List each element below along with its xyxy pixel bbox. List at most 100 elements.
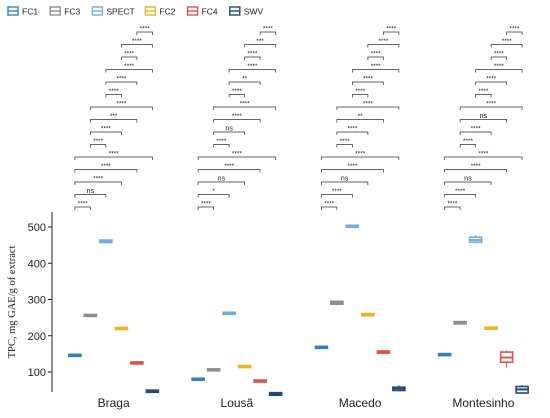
y-tick-label: 300 <box>28 295 46 307</box>
significance-bracket <box>475 69 523 73</box>
significance-label: **** <box>471 163 482 170</box>
significance-label: **** <box>101 163 112 170</box>
significance-bracket <box>475 81 507 85</box>
significance-bracket <box>74 206 91 210</box>
significance-label: **** <box>478 151 489 158</box>
significance-bracket <box>259 31 276 35</box>
significance-label: **** <box>232 113 243 120</box>
significance-bracket <box>228 94 245 98</box>
significance-bracket <box>383 31 400 35</box>
significance-label: **** <box>386 26 397 33</box>
significance-bracket <box>506 31 523 35</box>
significance-bracket <box>321 206 338 210</box>
significance-label: **** <box>502 38 513 45</box>
significance-label: **** <box>240 101 251 108</box>
significance-label: **** <box>509 26 520 33</box>
significance-bracket <box>197 169 261 173</box>
significance-bracket <box>490 56 507 60</box>
y-tick-label: 500 <box>28 222 46 234</box>
legend-label: FC3 <box>64 7 80 17</box>
significance-label: **** <box>124 51 135 58</box>
significance-label: **** <box>109 151 120 158</box>
significance-label: **** <box>116 76 127 83</box>
significance-label: **** <box>263 26 274 33</box>
significance-label: **** <box>340 138 351 145</box>
x-tick-label: Lousã <box>221 396 254 410</box>
significance-label: **** <box>93 176 104 183</box>
significance-bracket <box>105 94 122 98</box>
significance-bracket <box>336 144 353 148</box>
legend-label: FC2 <box>159 7 175 17</box>
y-tick-label: 100 <box>28 367 46 379</box>
legend-label: FC4 <box>202 7 218 17</box>
significance-bracket <box>459 144 476 148</box>
significance-bracket <box>352 69 400 73</box>
significance-label: **** <box>201 201 212 208</box>
significance-label: ** <box>358 113 364 120</box>
significance-bracket <box>74 169 138 173</box>
x-tick-label: Montesinho <box>452 396 514 410</box>
significance-label: ns <box>341 176 349 183</box>
x-tick-label: Braga <box>98 396 130 410</box>
significance-label: ns <box>218 176 226 183</box>
significance-bracket <box>121 56 138 60</box>
legend-label: SWV <box>244 7 264 17</box>
significance-label: **** <box>371 63 382 70</box>
significance-bracket <box>197 156 276 160</box>
x-tick-label: Macedo <box>339 396 382 410</box>
significance-bracket <box>228 81 261 85</box>
significance-label: **** <box>471 126 482 133</box>
significance-bracket <box>321 156 400 160</box>
significance-bracket <box>213 131 245 135</box>
significance-bracket <box>197 194 230 198</box>
significance-bracket <box>444 194 476 198</box>
significance-bracket <box>490 44 523 48</box>
significance-label: **** <box>132 38 143 45</box>
significance-bracket <box>197 181 245 185</box>
significance-label: **** <box>478 88 489 95</box>
significance-label: **** <box>463 138 474 145</box>
significance-label: **** <box>447 201 458 208</box>
significance-bracket <box>352 81 384 85</box>
significance-label: **** <box>355 151 366 158</box>
significance-bracket <box>105 69 153 73</box>
significance-bracket <box>74 181 122 185</box>
significance-label: ns <box>480 113 488 120</box>
significance-label: ns <box>464 176 472 183</box>
significance-label: **** <box>247 51 258 58</box>
significance-label: **** <box>494 51 505 58</box>
significance-label: **** <box>455 188 466 195</box>
significance-label: **** <box>347 126 358 133</box>
significance-label: **** <box>232 151 243 158</box>
significance-label: **** <box>494 63 505 70</box>
significance-bracket <box>74 156 153 160</box>
significance-bracket <box>336 131 369 135</box>
significance-bracket <box>321 181 369 185</box>
y-axis-title: TPC, mg GAE/g of extract <box>7 245 18 358</box>
significance-bracket <box>90 119 138 123</box>
significance-bracket <box>213 119 261 123</box>
significance-label: **** <box>486 76 497 83</box>
significance-label: **** <box>378 38 389 45</box>
significance-bracket <box>336 106 400 110</box>
significance-bracket <box>90 144 107 148</box>
significance-label: **** <box>347 163 358 170</box>
significance-label: **** <box>247 63 258 70</box>
significance-label: **** <box>324 201 335 208</box>
significance-bracket <box>367 56 384 60</box>
significance-label: ns <box>87 188 95 195</box>
significance-bracket <box>352 94 369 98</box>
significance-bracket <box>459 131 492 135</box>
significance-bracket <box>444 206 461 210</box>
legend-label: SPECT <box>106 7 134 17</box>
significance-label: *** <box>256 38 264 45</box>
significance-bracket <box>321 169 384 173</box>
significance-label: **** <box>224 163 235 170</box>
significance-bracket <box>444 156 523 160</box>
significance-bracket <box>197 206 214 210</box>
significance-label: **** <box>78 201 89 208</box>
significance-label: **** <box>232 88 243 95</box>
y-tick-label: 200 <box>28 331 46 343</box>
